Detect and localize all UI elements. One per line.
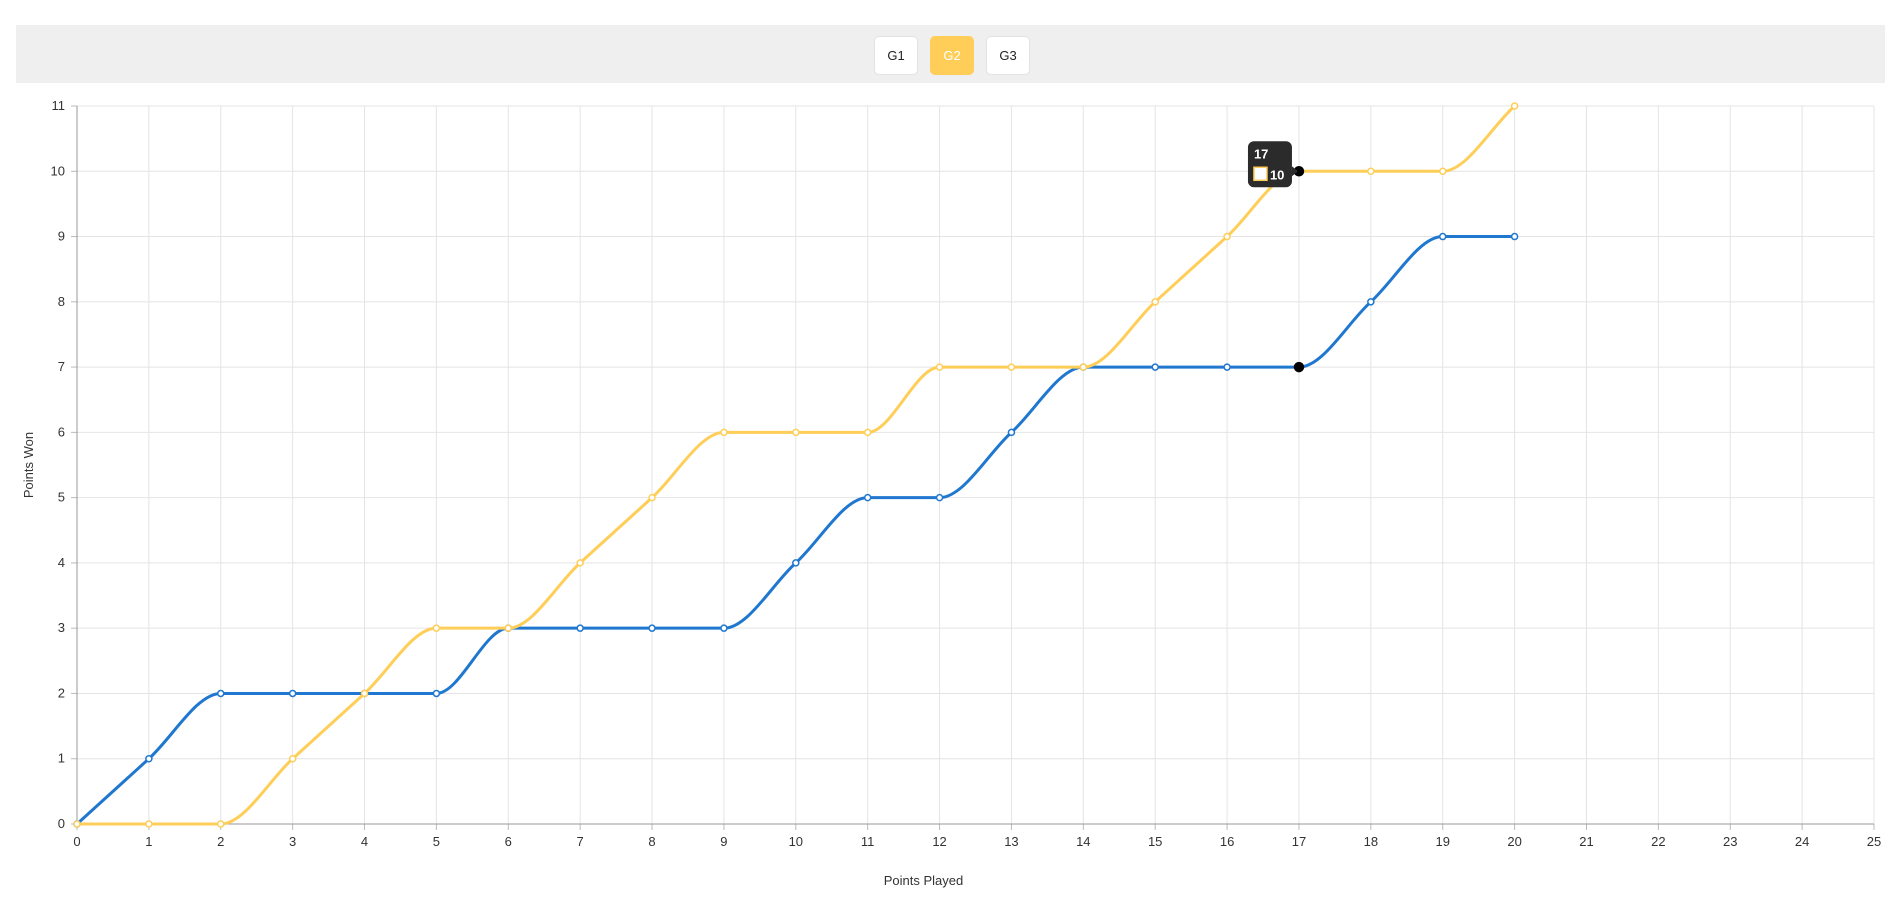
tooltip-value: 10 bbox=[1270, 167, 1284, 182]
tooltip-caret bbox=[1291, 166, 1298, 177]
x-tick-label: 12 bbox=[932, 834, 946, 849]
y-tick-label: 11 bbox=[52, 98, 66, 113]
x-tick-label: 17 bbox=[1292, 834, 1306, 849]
x-axis-label: Points Played bbox=[884, 873, 964, 888]
tab-g1[interactable]: G1 bbox=[874, 36, 918, 75]
y-tick-label: 0 bbox=[58, 816, 65, 831]
data-point bbox=[1007, 363, 1016, 371]
data-point bbox=[576, 624, 584, 632]
data-point bbox=[1151, 298, 1159, 306]
y-tick-label: 2 bbox=[58, 685, 65, 700]
x-tick-label: 13 bbox=[1004, 834, 1018, 849]
series-1-line bbox=[75, 235, 1517, 826]
data-point bbox=[145, 820, 153, 828]
data-point bbox=[432, 624, 441, 632]
x-tick-label: 2 bbox=[217, 834, 224, 849]
data-point bbox=[863, 493, 872, 502]
x-tick-label: 24 bbox=[1795, 834, 1809, 849]
x-tick-label: 20 bbox=[1507, 834, 1521, 849]
tooltip-title: 17 bbox=[1254, 146, 1268, 161]
x-tick-label: 4 bbox=[361, 834, 368, 849]
data-point bbox=[863, 428, 872, 437]
highlighted-point bbox=[1293, 361, 1305, 373]
x-tick-label: 8 bbox=[648, 834, 655, 849]
y-tick-label: 1 bbox=[58, 751, 65, 766]
y-tick-label: 9 bbox=[58, 229, 65, 244]
data-point bbox=[1510, 232, 1519, 241]
grid bbox=[76, 105, 1875, 825]
data-point bbox=[648, 493, 656, 502]
tab-g2[interactable]: G2 bbox=[930, 36, 974, 75]
y-tick-label: 8 bbox=[58, 294, 65, 309]
x-tick-label: 23 bbox=[1723, 834, 1737, 849]
x-tick-label: 9 bbox=[720, 834, 727, 849]
data-point bbox=[1367, 298, 1375, 306]
data-point bbox=[504, 624, 513, 632]
data-point bbox=[73, 820, 81, 828]
data-point bbox=[288, 754, 297, 763]
data-point bbox=[792, 559, 800, 567]
data-point bbox=[1223, 232, 1231, 241]
axes bbox=[71, 105, 1875, 830]
data-point bbox=[217, 689, 225, 698]
data-point bbox=[1079, 363, 1088, 371]
data-point bbox=[1151, 363, 1159, 371]
x-tick-label: 3 bbox=[289, 834, 296, 849]
data-point bbox=[1438, 232, 1447, 241]
y-tick-label: 7 bbox=[58, 359, 65, 374]
x-tick-label: 21 bbox=[1579, 834, 1593, 849]
tick-labels: 0 1 2 3 4 5 6 7 8 9 10 11 12 13 14 15 16 17 18 19 20 21 22 23 24… bbox=[51, 98, 1882, 849]
x-tick-label: 11 bbox=[861, 834, 875, 849]
y-tick-label: 3 bbox=[58, 620, 65, 635]
tooltip-color-swatch bbox=[1253, 166, 1268, 182]
x-tick-label: 1 bbox=[145, 834, 152, 849]
tab-g3[interactable]: G3 bbox=[986, 36, 1030, 75]
data-point bbox=[648, 624, 656, 632]
x-tick-label: 0 bbox=[73, 834, 80, 849]
y-axis-label: Points Won bbox=[21, 432, 36, 498]
data-point bbox=[935, 493, 944, 502]
data-point bbox=[576, 559, 584, 567]
y-tick-label: 4 bbox=[58, 555, 65, 570]
x-tick-label: 10 bbox=[789, 834, 803, 849]
x-tick-label: 15 bbox=[1148, 834, 1162, 849]
data-point bbox=[1367, 167, 1375, 176]
x-tick-label: 25 bbox=[1867, 834, 1881, 849]
x-tick-label: 7 bbox=[577, 834, 584, 849]
data-point bbox=[720, 428, 728, 437]
y-tick-label: 6 bbox=[58, 424, 65, 439]
data-point bbox=[1510, 102, 1519, 110]
data-point bbox=[360, 689, 369, 698]
x-tick-label: 6 bbox=[505, 834, 512, 849]
x-tick-label: 5 bbox=[433, 834, 440, 849]
x-tick-label: 19 bbox=[1435, 834, 1449, 849]
y-tick-label: 10 bbox=[51, 163, 65, 178]
data-point bbox=[288, 689, 297, 698]
data-point bbox=[935, 363, 944, 371]
tooltip: 17 10 bbox=[1247, 141, 1298, 188]
data-point bbox=[792, 428, 800, 437]
x-tick-label: 18 bbox=[1364, 834, 1378, 849]
data-point bbox=[1007, 428, 1016, 437]
data-point bbox=[1223, 363, 1231, 371]
x-tick-label: 14 bbox=[1076, 834, 1090, 849]
game-tabs: G1 G2 G3 bbox=[874, 36, 1030, 75]
x-tick-label: 16 bbox=[1220, 834, 1234, 849]
y-tick-label: 5 bbox=[58, 490, 65, 505]
data-point bbox=[145, 754, 153, 763]
data-point bbox=[1438, 167, 1447, 176]
data-point bbox=[217, 820, 225, 828]
x-tick-label: 22 bbox=[1651, 834, 1665, 849]
data-point bbox=[432, 689, 441, 698]
data-point bbox=[720, 624, 728, 632]
